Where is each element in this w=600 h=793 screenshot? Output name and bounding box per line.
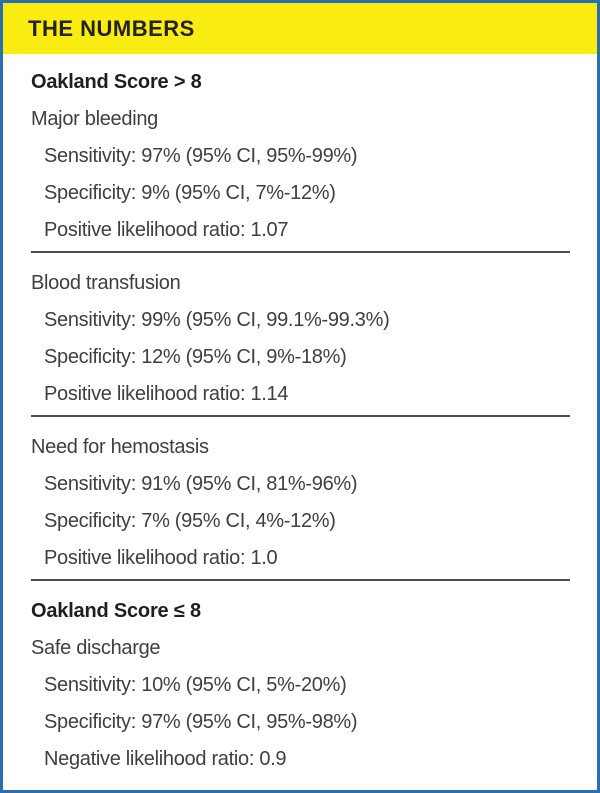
- stat-positive-likelihood-ratio: Positive likelihood ratio: 1.14: [44, 383, 289, 405]
- section-label: Need for hemostasis: [31, 436, 209, 458]
- panel-title: THE NUMBERS: [28, 15, 195, 41]
- stat-negative-likelihood-ratio: Negative likelihood ratio: 0.9: [44, 748, 287, 770]
- stat-sensitivity: Sensitivity: 91% (95% CI, 81%-96%): [44, 473, 358, 495]
- stat-specificity: Specificity: 12% (95% CI, 9%-18%): [44, 346, 347, 368]
- stat-specificity: Specificity: 7% (95% CI, 4%-12%): [44, 510, 336, 532]
- stat-sensitivity: Sensitivity: 10% (95% CI, 5%-20%): [44, 674, 347, 696]
- panel-header: THE NUMBERS: [3, 3, 597, 54]
- section-blood-transfusion: Blood transfusion Sensitivity: 99% (95% …: [31, 265, 570, 413]
- stat-sensitivity: Sensitivity: 99% (95% CI, 99.1%-99.3%): [44, 309, 390, 331]
- section-label: Major bleeding: [31, 108, 158, 130]
- group-heading-oakland-score-le-8: Oakland Score ≤ 8: [31, 600, 201, 622]
- section-major-bleeding: Major bleeding Sensitivity: 97% (95% CI,…: [31, 101, 570, 249]
- stat-specificity: Specificity: 9% (95% CI, 7%-12%): [44, 182, 336, 204]
- section-label: Safe discharge: [31, 637, 161, 659]
- panel-body: Oakland Score > 8 Major bleeding Sensiti…: [3, 54, 597, 778]
- section-divider: [31, 415, 570, 417]
- section-need-for-hemostasis: Need for hemostasis Sensitivity: 91% (95…: [31, 429, 570, 577]
- group-heading-oakland-score-gt-8: Oakland Score > 8: [31, 71, 202, 93]
- section-safe-discharge: Safe discharge Sensitivity: 10% (95% CI,…: [31, 630, 570, 778]
- stat-specificity: Specificity: 97% (95% CI, 95%-98%): [44, 711, 358, 733]
- stat-positive-likelihood-ratio: Positive likelihood ratio: 1.07: [44, 219, 289, 241]
- section-label: Blood transfusion: [31, 272, 181, 294]
- section-divider: [31, 579, 570, 581]
- stat-positive-likelihood-ratio: Positive likelihood ratio: 1.0: [44, 547, 278, 569]
- section-divider: [31, 251, 570, 253]
- stat-sensitivity: Sensitivity: 97% (95% CI, 95%-99%): [44, 145, 358, 167]
